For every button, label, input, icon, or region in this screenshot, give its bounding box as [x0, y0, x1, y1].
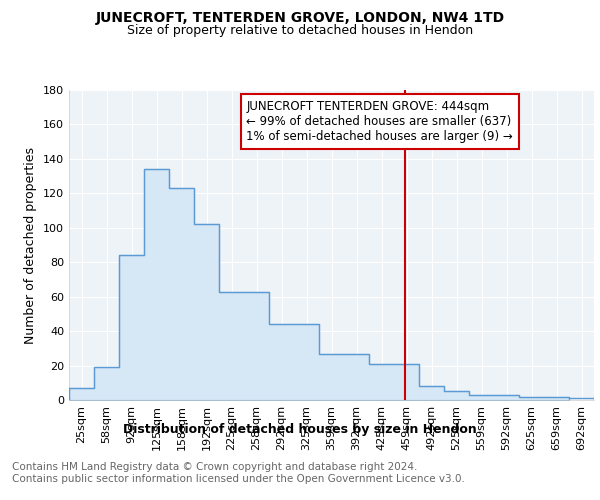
Text: JUNECROFT, TENTERDEN GROVE, LONDON, NW4 1TD: JUNECROFT, TENTERDEN GROVE, LONDON, NW4 … — [95, 11, 505, 25]
Text: Contains HM Land Registry data © Crown copyright and database right 2024.
Contai: Contains HM Land Registry data © Crown c… — [12, 462, 465, 484]
Y-axis label: Number of detached properties: Number of detached properties — [25, 146, 37, 344]
Text: JUNECROFT TENTERDEN GROVE: 444sqm
← 99% of detached houses are smaller (637)
1% : JUNECROFT TENTERDEN GROVE: 444sqm ← 99% … — [247, 100, 513, 144]
Text: Size of property relative to detached houses in Hendon: Size of property relative to detached ho… — [127, 24, 473, 37]
Text: Distribution of detached houses by size in Hendon: Distribution of detached houses by size … — [123, 422, 477, 436]
